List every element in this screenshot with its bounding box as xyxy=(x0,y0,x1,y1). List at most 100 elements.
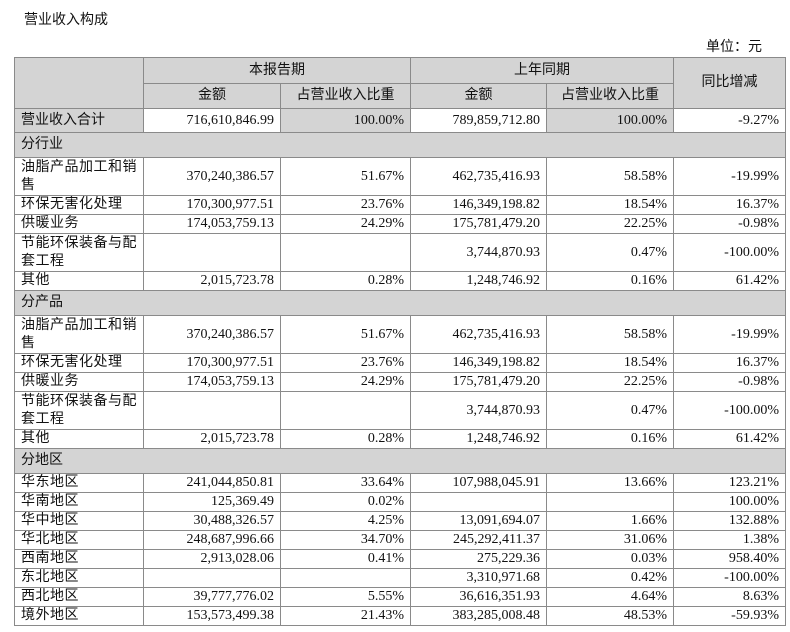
section-title: 分行业 xyxy=(14,132,786,158)
header-prev-amount: 金额 xyxy=(410,83,547,109)
cell-prev-share: 0.47% xyxy=(546,233,674,272)
cell-yoy: 132.88% xyxy=(673,511,786,531)
cell-prev-share: 13.66% xyxy=(546,473,674,493)
cell-cur-amount xyxy=(143,233,281,272)
cell-cur-share: 24.29% xyxy=(280,214,411,234)
row-label: 华中地区 xyxy=(14,511,144,531)
table-row: 油脂产品加工和销售 370,240,386.57 51.67% 462,735,416… xyxy=(14,157,786,196)
cell-cur-amount: 2,913,028.06 xyxy=(143,549,281,569)
row-label: 华北地区 xyxy=(14,530,144,550)
cell-prev-share: 0.42% xyxy=(546,568,674,588)
section-title: 分地区 xyxy=(14,448,786,474)
total-label: 营业收入合计 xyxy=(14,108,144,133)
table-row: 其他 2,015,723.78 0.28% 1,248,746.92 0.16% 61.4… xyxy=(14,271,786,291)
cell-prev-share: 18.54% xyxy=(546,353,674,373)
total-yoy: -9.27% xyxy=(673,108,786,133)
row-label: 节能环保装备与配套工程 xyxy=(14,391,144,430)
table-row: 节能环保装备与配套工程 3,744,870.93 0.47% -100.00% xyxy=(14,391,786,430)
table-row: 供暖业务 174,053,759.13 24.29% 175,781,479.20 22… xyxy=(14,214,786,234)
row-label: 其他 xyxy=(14,429,144,449)
cell-prev-share: 31.06% xyxy=(546,530,674,550)
cell-yoy: 61.42% xyxy=(673,271,786,291)
cell-cur-share: 0.28% xyxy=(280,271,411,291)
section-title: 营业收入构成 xyxy=(24,13,108,28)
cell-prev-share: 58.58% xyxy=(546,315,674,354)
cell-cur-amount: 241,044,850.81 xyxy=(143,473,281,493)
cell-yoy: 123.21% xyxy=(673,473,786,493)
cell-prev-amount xyxy=(410,492,547,512)
cell-cur-amount: 174,053,759.13 xyxy=(143,214,281,234)
cell-prev-share: 58.58% xyxy=(546,157,674,196)
table-row: 华北地区 248,687,996.66 34.70% 245,292,411.37 31… xyxy=(14,530,786,550)
cell-cur-share: 33.64% xyxy=(280,473,411,493)
cell-prev-amount: 1,248,746.92 xyxy=(410,429,547,449)
cell-prev-share: 1.66% xyxy=(546,511,674,531)
cell-yoy: -59.93% xyxy=(673,606,786,626)
table-row: 环保无害化处理 170,300,977.51 23.76% 146,349,198.8… xyxy=(14,353,786,373)
cell-yoy: -100.00% xyxy=(673,233,786,272)
revenue-composition-table: 本报告期 上年同期 同比增减 金额 占营业收入比重 金额 占营业收入比重 营业收… xyxy=(14,57,786,626)
cell-prev-amount: 462,735,416.93 xyxy=(410,315,547,354)
cell-yoy: 1.38% xyxy=(673,530,786,550)
cell-cur-amount: 39,777,776.02 xyxy=(143,587,281,607)
cell-prev-share xyxy=(546,492,674,512)
cell-cur-amount: 2,015,723.78 xyxy=(143,271,281,291)
cell-cur-amount xyxy=(143,568,281,588)
cell-prev-amount: 3,310,971.68 xyxy=(410,568,547,588)
cell-prev-amount: 275,229.36 xyxy=(410,549,547,569)
table-row: 华东地区 241,044,850.81 33.64% 107,988,045.91 13… xyxy=(14,473,786,493)
cell-yoy: 100.00% xyxy=(673,492,786,512)
cell-cur-share: 21.43% xyxy=(280,606,411,626)
cell-cur-share: 0.41% xyxy=(280,549,411,569)
cell-cur-share: 4.25% xyxy=(280,511,411,531)
section-header-row: 分行业 xyxy=(14,132,786,158)
cell-prev-amount: 36,616,351.93 xyxy=(410,587,547,607)
row-label: 油脂产品加工和销售 xyxy=(14,157,144,196)
table-row: 华中地区 30,488,326.57 4.25% 13,091,694.07 1.66%… xyxy=(14,511,786,531)
cell-yoy: -100.00% xyxy=(673,391,786,430)
cell-yoy: 61.42% xyxy=(673,429,786,449)
row-label: 其他 xyxy=(14,271,144,291)
row-label: 西北地区 xyxy=(14,587,144,607)
total-prev-share: 100.00% xyxy=(546,108,674,133)
header-prev-share: 占营业收入比重 xyxy=(546,83,674,109)
table-row: 西南地区 2,913,028.06 0.41% 275,229.36 0.03% 958.… xyxy=(14,549,786,569)
total-cur-amount: 716,610,846.99 xyxy=(143,108,281,133)
cell-prev-amount: 1,248,746.92 xyxy=(410,271,547,291)
cell-yoy: -19.99% xyxy=(673,315,786,354)
cell-cur-amount: 125,369.49 xyxy=(143,492,281,512)
row-label: 西南地区 xyxy=(14,549,144,569)
cell-cur-share: 23.76% xyxy=(280,353,411,373)
cell-prev-amount: 146,349,198.82 xyxy=(410,195,547,215)
table-row: 节能环保装备与配套工程 3,744,870.93 0.47% -100.00% xyxy=(14,233,786,272)
header-blank xyxy=(14,57,144,109)
row-label: 供暖业务 xyxy=(14,214,144,234)
cell-prev-share: 0.03% xyxy=(546,549,674,569)
cell-cur-share: 0.02% xyxy=(280,492,411,512)
cell-cur-amount xyxy=(143,391,281,430)
cell-prev-amount: 107,988,045.91 xyxy=(410,473,547,493)
header-cur-share: 占营业收入比重 xyxy=(280,83,411,109)
section-header-row: 分产品 xyxy=(14,290,786,316)
table-row: 东北地区 3,310,971.68 0.42% -100.00% xyxy=(14,568,786,588)
cell-yoy: 16.37% xyxy=(673,353,786,373)
row-label: 环保无害化处理 xyxy=(14,195,144,215)
row-label: 供暖业务 xyxy=(14,372,144,392)
cell-cur-amount: 30,488,326.57 xyxy=(143,511,281,531)
header-prior-period: 上年同期 xyxy=(410,57,674,84)
cell-prev-share: 4.64% xyxy=(546,587,674,607)
cell-yoy: -0.98% xyxy=(673,372,786,392)
cell-prev-share: 0.47% xyxy=(546,391,674,430)
cell-prev-share: 0.16% xyxy=(546,271,674,291)
row-label: 节能环保装备与配套工程 xyxy=(14,233,144,272)
cell-cur-share: 34.70% xyxy=(280,530,411,550)
row-label: 华东地区 xyxy=(14,473,144,493)
total-prev-amount: 789,859,712.80 xyxy=(410,108,547,133)
cell-cur-share: 51.67% xyxy=(280,315,411,354)
cell-prev-amount: 175,781,479.20 xyxy=(410,372,547,392)
table-row: 油脂产品加工和销售 370,240,386.57 51.67% 462,735,416… xyxy=(14,315,786,354)
cell-prev-amount: 462,735,416.93 xyxy=(410,157,547,196)
cell-cur-amount: 170,300,977.51 xyxy=(143,195,281,215)
cell-yoy: -19.99% xyxy=(673,157,786,196)
cell-cur-amount: 370,240,386.57 xyxy=(143,315,281,354)
